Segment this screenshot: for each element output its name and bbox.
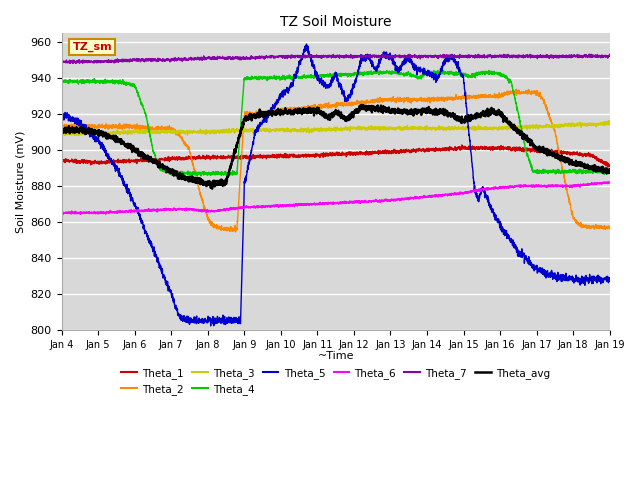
X-axis label: ~Time: ~Time (317, 351, 354, 361)
Legend: Theta_1, Theta_2, Theta_3, Theta_4, Theta_5, Theta_6, Theta_7, Theta_avg: Theta_1, Theta_2, Theta_3, Theta_4, Thet… (117, 363, 554, 399)
Y-axis label: Soil Moisture (mV): Soil Moisture (mV) (15, 130, 25, 233)
Title: TZ Soil Moisture: TZ Soil Moisture (280, 15, 392, 29)
Text: TZ_sm: TZ_sm (72, 42, 112, 52)
